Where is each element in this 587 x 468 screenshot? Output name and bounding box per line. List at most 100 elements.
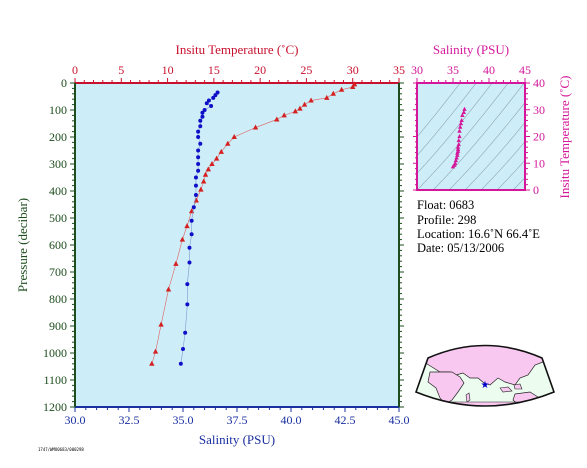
temperature-point	[205, 166, 212, 172]
salinity-point	[187, 260, 192, 265]
ts-point	[461, 109, 466, 115]
ts-salinity-tick-label: 30	[411, 63, 423, 77]
temperature-point	[149, 360, 155, 366]
temperature-point	[218, 148, 224, 154]
ts-point	[457, 128, 462, 133]
ts-salinity-tick-label: 45	[519, 63, 531, 77]
temperature-point	[213, 155, 220, 161]
ts-point	[453, 158, 459, 163]
temperature-point	[330, 90, 336, 96]
ts-point	[456, 138, 461, 143]
salinity-point	[209, 103, 214, 108]
temperature-point	[324, 94, 330, 100]
salinity-axis-label: Salinity (PSU)	[199, 432, 275, 447]
temperature-point	[308, 97, 314, 103]
pressure-tick-label: 200	[49, 130, 67, 144]
pressure-axis-label: Pressure (decibar)	[15, 198, 30, 292]
salinity-point	[196, 155, 201, 160]
salinity-point	[215, 90, 220, 95]
temperature-tick-label: 35	[393, 63, 405, 77]
temperature-point	[165, 286, 172, 292]
temperature-point	[281, 112, 287, 118]
density-contour	[496, 159, 525, 190]
temperature-axis-label: Insitu Temperature (˚C)	[175, 42, 298, 57]
profile-number: Profile: 298	[417, 213, 476, 227]
salinity-point	[189, 232, 194, 237]
temperature-point	[338, 86, 345, 92]
temperature-point	[252, 124, 259, 130]
salinity-point	[178, 361, 183, 366]
salinity-point	[187, 245, 192, 250]
profile-tick-labels: 0 5 10 15 20 25 30 35 30.0 32.5 35.0 37.5 40.0 42.5 45…	[43, 63, 410, 427]
temperature-tick-label: 0	[72, 63, 78, 77]
temperature-point	[184, 223, 190, 229]
salinity-point	[198, 118, 203, 123]
salinity-tick-label: 30.0	[65, 413, 86, 427]
temperature-point	[350, 84, 356, 90]
salinity-point	[193, 175, 198, 180]
ts-plot-area	[417, 83, 525, 190]
ts-salinity-tick-label: 40	[483, 63, 495, 77]
ts-point	[460, 112, 465, 117]
temperature-profile-line	[151, 84, 355, 364]
temperature-point	[231, 134, 237, 139]
world-map: ★	[414, 344, 556, 407]
float-location-marker: ★	[481, 380, 490, 391]
pressure-tick-label: 900	[49, 319, 67, 333]
ts-series	[450, 106, 467, 169]
salinity-point	[196, 129, 201, 134]
pressure-tick-label: 600	[49, 238, 67, 252]
salinity-point	[211, 95, 216, 100]
density-contour	[512, 177, 525, 190]
salinity-point	[198, 124, 203, 129]
pressure-tick-label: 300	[49, 157, 67, 171]
salinity-point	[200, 114, 205, 119]
salinity-point	[213, 93, 218, 98]
ts-point	[457, 134, 462, 139]
temperature-tick-label: 25	[300, 63, 312, 77]
pressure-tick-label: 100	[49, 103, 67, 117]
salinity-tick-label: 40.0	[281, 413, 302, 427]
ts-point	[455, 150, 460, 155]
ts-point	[456, 142, 461, 147]
temperature-point	[198, 186, 204, 192]
pressure-tick-label: 1000	[43, 346, 67, 360]
profile-date: Date: 05/13/2006	[417, 241, 504, 255]
salinity-point	[196, 168, 201, 173]
temperature-point	[301, 101, 308, 107]
temperature-point	[297, 105, 303, 111]
ts-temperature-axis-label: Insitu Temperature (˚C)	[557, 75, 572, 198]
float-id: Float: 0683	[417, 198, 474, 212]
density-contour	[417, 83, 493, 174]
footer-code: 1747/WMO0683/000298	[38, 447, 84, 452]
salinity-tick-label: 37.5	[227, 413, 248, 427]
salinity-point	[204, 101, 209, 106]
salinity-point	[185, 282, 190, 287]
pressure-tick-label: 1200	[43, 400, 67, 414]
temperature-point	[292, 108, 299, 114]
pressure-tick-label: 500	[49, 211, 67, 225]
ts-temperature-tick-label: 40	[533, 76, 545, 90]
float-info: Float: 0683 Profile: 298 Location: 16.6˚…	[417, 198, 540, 255]
ts-point	[462, 106, 467, 111]
salinity-point	[183, 330, 188, 335]
salinity-point	[193, 183, 198, 188]
temperature-point	[209, 161, 215, 166]
temperature-point	[202, 171, 209, 177]
salinity-point	[193, 193, 198, 198]
pressure-tick-label: 0	[61, 76, 67, 90]
density-contour	[417, 83, 477, 157]
salinity-tick-label: 32.5	[119, 413, 140, 427]
ts-salinity-axis-label: Salinity (PSU)	[433, 42, 509, 57]
float-location: Location: 16.6˚N 66.4˚E	[417, 227, 540, 241]
temperature-tick-label: 15	[208, 63, 220, 77]
map-outline	[414, 344, 556, 407]
ts-point	[458, 121, 464, 126]
temperature-point	[158, 321, 164, 327]
temperature-tick-label: 30	[347, 63, 359, 77]
ts-temperature-tick-label: 30	[533, 103, 545, 117]
temperature-point	[179, 236, 186, 242]
salinity-point	[206, 98, 211, 103]
